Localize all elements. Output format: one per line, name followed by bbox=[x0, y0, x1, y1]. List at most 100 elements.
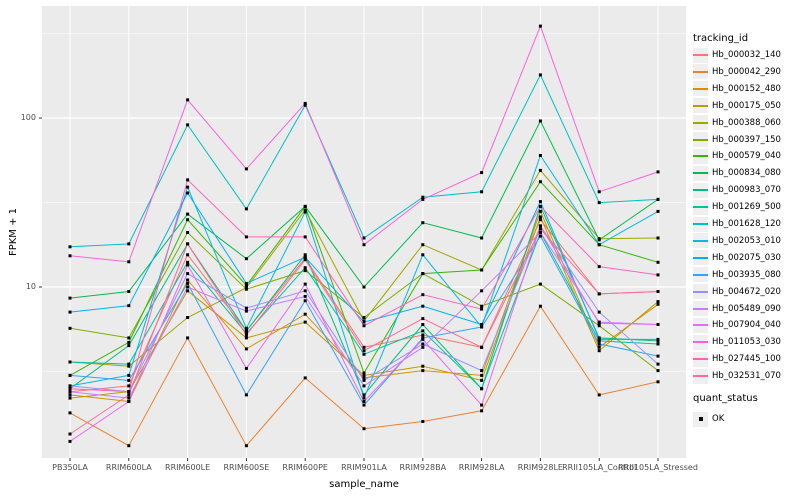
legend-key bbox=[693, 81, 708, 97]
legend-key bbox=[693, 199, 708, 215]
data-point bbox=[538, 234, 542, 238]
data-point bbox=[480, 345, 484, 349]
legend-item: Hb_005489_090 bbox=[693, 301, 781, 317]
y-axis-title: FPKM + 1 bbox=[8, 207, 19, 257]
data-point bbox=[362, 376, 366, 380]
legend-item: Hb_004672_020 bbox=[693, 284, 781, 300]
legend-key bbox=[693, 47, 708, 63]
line-swatch-icon bbox=[693, 206, 708, 209]
legend-item-label: Hb_000032_140 bbox=[712, 50, 781, 60]
data-point bbox=[538, 73, 542, 77]
data-point bbox=[656, 260, 660, 264]
legend-item-label: Hb_003935_080 bbox=[712, 269, 781, 280]
legend-item-label: Hb_000175_050 bbox=[712, 100, 781, 111]
legend-item: Hb_000388_060 bbox=[693, 115, 781, 131]
data-point bbox=[127, 336, 131, 340]
data-point bbox=[362, 320, 366, 324]
data-point bbox=[538, 218, 542, 222]
data-point bbox=[421, 195, 425, 199]
data-point bbox=[303, 299, 307, 303]
data-point bbox=[303, 255, 307, 259]
data-point bbox=[656, 362, 660, 366]
legend-item-label: Hb_000152_480 bbox=[712, 83, 781, 94]
data-point bbox=[303, 320, 307, 324]
data-point bbox=[597, 190, 601, 194]
data-point bbox=[421, 333, 425, 337]
legend-key bbox=[693, 250, 708, 266]
data-point bbox=[421, 197, 425, 201]
data-point bbox=[538, 224, 542, 228]
data-point bbox=[303, 210, 307, 214]
data-point bbox=[362, 393, 366, 397]
data-point bbox=[127, 242, 131, 246]
legend-item-label: Hb_027445_100 bbox=[712, 354, 781, 365]
data-point bbox=[421, 304, 425, 308]
y-tick-label: 10 bbox=[25, 282, 36, 291]
data-point bbox=[303, 258, 307, 262]
data-point bbox=[244, 306, 248, 310]
legend-item: Hb_001269_500 bbox=[693, 199, 781, 215]
legend-item: Hb_001628_120 bbox=[693, 216, 781, 232]
data-point bbox=[480, 190, 484, 194]
data-point bbox=[362, 384, 366, 388]
data-point bbox=[656, 236, 660, 240]
data-point bbox=[362, 396, 366, 400]
data-point bbox=[303, 101, 307, 105]
data-point bbox=[303, 294, 307, 298]
data-point bbox=[656, 197, 660, 201]
data-point bbox=[421, 345, 425, 349]
data-point bbox=[538, 200, 542, 204]
data-point bbox=[186, 191, 190, 195]
legend-key bbox=[693, 216, 708, 232]
data-point bbox=[362, 243, 366, 247]
data-point bbox=[362, 349, 366, 353]
line-swatch-icon bbox=[693, 358, 708, 361]
data-point bbox=[421, 364, 425, 368]
data-point bbox=[186, 316, 190, 319]
data-point bbox=[68, 254, 72, 258]
legend-item: Hb_000032_140 bbox=[693, 47, 781, 63]
data-point bbox=[656, 369, 660, 373]
x-tick-label: RRIM928LE bbox=[517, 463, 563, 472]
legend-item: Hb_007904_040 bbox=[693, 317, 781, 333]
data-point bbox=[68, 245, 72, 249]
data-point bbox=[244, 167, 248, 171]
legend-key bbox=[693, 411, 708, 427]
data-point bbox=[480, 373, 484, 377]
data-point bbox=[362, 371, 366, 375]
data-point bbox=[362, 324, 366, 328]
legend-item: Hb_002053_010 bbox=[693, 233, 781, 249]
data-point bbox=[480, 403, 484, 407]
data-point bbox=[421, 342, 425, 346]
data-point bbox=[186, 185, 190, 189]
data-point bbox=[362, 345, 366, 349]
legend-item: Hb_002075_030 bbox=[693, 250, 781, 266]
legend-item-label: Hb_000042_290 bbox=[712, 66, 781, 77]
data-point bbox=[421, 221, 425, 225]
data-point bbox=[186, 260, 190, 264]
legend-item-label: Hb_000579_040 bbox=[712, 151, 781, 162]
data-point bbox=[538, 119, 542, 123]
data-point bbox=[68, 439, 72, 443]
data-point bbox=[597, 349, 601, 353]
data-point bbox=[127, 444, 131, 448]
line-swatch-icon bbox=[693, 290, 708, 293]
data-point bbox=[244, 333, 248, 337]
legend-item-label: Hb_000397_150 bbox=[712, 134, 781, 145]
legend-key bbox=[693, 334, 708, 350]
x-axis-title: sample_name bbox=[329, 479, 399, 490]
legend-key bbox=[693, 317, 708, 333]
data-point bbox=[186, 285, 190, 289]
x-tick-label: RRIM928BA bbox=[399, 463, 447, 472]
data-point bbox=[480, 369, 484, 373]
data-point bbox=[186, 123, 190, 127]
data-point bbox=[186, 98, 190, 102]
legend-item: Hb_000175_050 bbox=[693, 98, 781, 114]
quant-status-item: OK bbox=[693, 411, 724, 427]
data-point bbox=[186, 231, 190, 234]
data-point bbox=[303, 289, 307, 293]
line-swatch-icon bbox=[693, 87, 708, 90]
data-point bbox=[421, 337, 425, 341]
data-point bbox=[127, 390, 131, 394]
data-point bbox=[303, 103, 307, 107]
